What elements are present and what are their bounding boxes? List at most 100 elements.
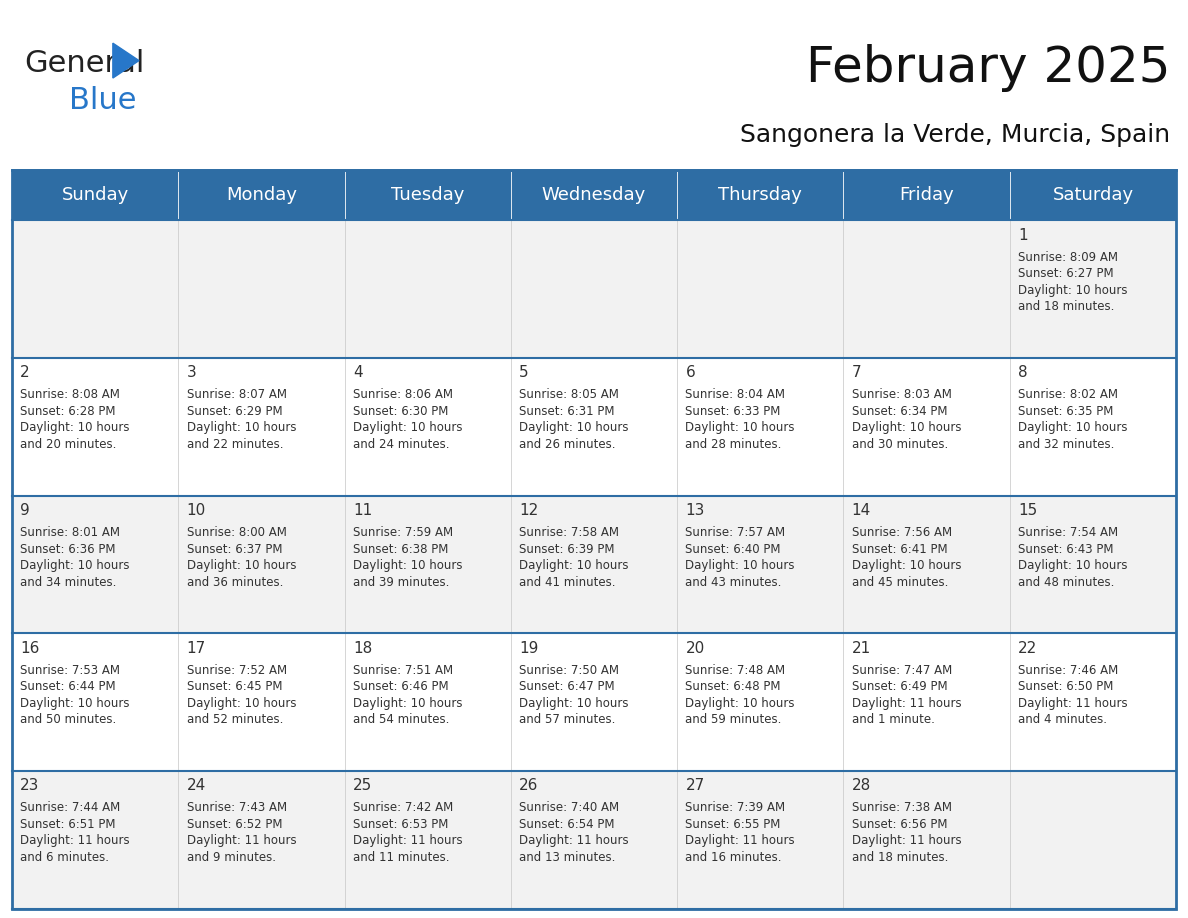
Text: Sunrise: 8:00 AM: Sunrise: 8:00 AM [187,526,286,539]
FancyBboxPatch shape [1010,358,1176,496]
Text: and 28 minutes.: and 28 minutes. [685,438,782,451]
Text: and 16 minutes.: and 16 minutes. [685,851,782,864]
Text: and 52 minutes.: and 52 minutes. [187,713,283,726]
FancyBboxPatch shape [12,220,178,358]
Text: Sunset: 6:47 PM: Sunset: 6:47 PM [519,680,614,693]
Text: and 9 minutes.: and 9 minutes. [187,851,276,864]
FancyBboxPatch shape [843,358,1010,496]
FancyBboxPatch shape [178,358,345,496]
Text: and 22 minutes.: and 22 minutes. [187,438,283,451]
Text: Sunset: 6:35 PM: Sunset: 6:35 PM [1018,405,1113,418]
Text: Daylight: 10 hours: Daylight: 10 hours [685,559,795,572]
Text: Sunset: 6:41 PM: Sunset: 6:41 PM [852,543,947,555]
Text: Sunset: 6:27 PM: Sunset: 6:27 PM [1018,267,1113,280]
Text: 17: 17 [187,641,206,655]
Text: 23: 23 [20,778,39,793]
FancyBboxPatch shape [1010,633,1176,771]
Text: and 32 minutes.: and 32 minutes. [1018,438,1114,451]
Text: Sunset: 6:33 PM: Sunset: 6:33 PM [685,405,781,418]
Text: Sunset: 6:36 PM: Sunset: 6:36 PM [20,543,115,555]
Text: Daylight: 10 hours: Daylight: 10 hours [187,697,296,710]
FancyBboxPatch shape [345,771,511,909]
Text: 11: 11 [353,503,372,518]
Text: Sunset: 6:34 PM: Sunset: 6:34 PM [852,405,947,418]
FancyBboxPatch shape [178,633,345,771]
FancyBboxPatch shape [1010,220,1176,358]
Text: Daylight: 11 hours: Daylight: 11 hours [852,834,961,847]
Text: 10: 10 [187,503,206,518]
Text: Sunrise: 8:01 AM: Sunrise: 8:01 AM [20,526,120,539]
Text: Sunrise: 7:53 AM: Sunrise: 7:53 AM [20,664,120,677]
Text: Sunset: 6:51 PM: Sunset: 6:51 PM [20,818,115,831]
Polygon shape [113,43,139,78]
Text: Friday: Friday [899,186,954,204]
Text: and 54 minutes.: and 54 minutes. [353,713,449,726]
FancyBboxPatch shape [345,220,511,358]
Text: Sunset: 6:40 PM: Sunset: 6:40 PM [685,543,781,555]
FancyBboxPatch shape [345,496,511,633]
Text: 20: 20 [685,641,704,655]
Text: Saturday: Saturday [1053,186,1133,204]
Text: Daylight: 10 hours: Daylight: 10 hours [852,421,961,434]
Text: and 24 minutes.: and 24 minutes. [353,438,449,451]
Text: Sunrise: 7:44 AM: Sunrise: 7:44 AM [20,801,120,814]
Text: 5: 5 [519,365,529,380]
FancyBboxPatch shape [843,496,1010,633]
Text: and 50 minutes.: and 50 minutes. [20,713,116,726]
Text: Sunset: 6:38 PM: Sunset: 6:38 PM [353,543,448,555]
Text: Daylight: 11 hours: Daylight: 11 hours [519,834,628,847]
Text: Sunset: 6:28 PM: Sunset: 6:28 PM [20,405,115,418]
Text: Sunrise: 7:42 AM: Sunrise: 7:42 AM [353,801,453,814]
Text: and 13 minutes.: and 13 minutes. [519,851,615,864]
Text: 25: 25 [353,778,372,793]
Text: Sunrise: 7:48 AM: Sunrise: 7:48 AM [685,664,785,677]
Text: Sunrise: 7:43 AM: Sunrise: 7:43 AM [187,801,286,814]
FancyBboxPatch shape [677,220,843,358]
Text: and 20 minutes.: and 20 minutes. [20,438,116,451]
Text: Daylight: 10 hours: Daylight: 10 hours [685,421,795,434]
Text: Sunrise: 7:40 AM: Sunrise: 7:40 AM [519,801,619,814]
Text: Daylight: 10 hours: Daylight: 10 hours [519,421,628,434]
Text: and 43 minutes.: and 43 minutes. [685,576,782,588]
Text: and 4 minutes.: and 4 minutes. [1018,713,1107,726]
Text: Sangonera la Verde, Murcia, Spain: Sangonera la Verde, Murcia, Spain [740,123,1170,147]
Text: Daylight: 11 hours: Daylight: 11 hours [685,834,795,847]
FancyBboxPatch shape [12,170,178,220]
Text: Sunrise: 7:51 AM: Sunrise: 7:51 AM [353,664,453,677]
Text: Sunrise: 7:50 AM: Sunrise: 7:50 AM [519,664,619,677]
Text: 18: 18 [353,641,372,655]
FancyBboxPatch shape [843,633,1010,771]
FancyBboxPatch shape [345,633,511,771]
Text: Sunset: 6:56 PM: Sunset: 6:56 PM [852,818,947,831]
Text: 22: 22 [1018,641,1037,655]
Text: Daylight: 10 hours: Daylight: 10 hours [187,421,296,434]
Text: General: General [24,49,144,78]
Text: and 39 minutes.: and 39 minutes. [353,576,449,588]
Text: 2: 2 [20,365,30,380]
FancyBboxPatch shape [178,496,345,633]
Text: and 30 minutes.: and 30 minutes. [852,438,948,451]
FancyBboxPatch shape [1010,170,1176,220]
FancyBboxPatch shape [843,170,1010,220]
Text: Daylight: 10 hours: Daylight: 10 hours [20,421,129,434]
Text: Sunrise: 7:59 AM: Sunrise: 7:59 AM [353,526,453,539]
Text: Sunrise: 8:06 AM: Sunrise: 8:06 AM [353,388,453,401]
Text: Daylight: 11 hours: Daylight: 11 hours [20,834,129,847]
Text: Daylight: 10 hours: Daylight: 10 hours [20,559,129,572]
Text: Blue: Blue [69,85,137,115]
Text: 12: 12 [519,503,538,518]
Text: Daylight: 10 hours: Daylight: 10 hours [1018,284,1127,297]
Text: 28: 28 [852,778,871,793]
Text: Sunrise: 8:07 AM: Sunrise: 8:07 AM [187,388,286,401]
Text: Sunset: 6:31 PM: Sunset: 6:31 PM [519,405,614,418]
Text: Sunset: 6:44 PM: Sunset: 6:44 PM [20,680,115,693]
Text: Sunrise: 7:47 AM: Sunrise: 7:47 AM [852,664,952,677]
FancyBboxPatch shape [345,358,511,496]
FancyBboxPatch shape [12,496,178,633]
Text: Sunrise: 8:04 AM: Sunrise: 8:04 AM [685,388,785,401]
Text: and 36 minutes.: and 36 minutes. [187,576,283,588]
FancyBboxPatch shape [12,633,178,771]
Text: 4: 4 [353,365,362,380]
Text: 3: 3 [187,365,196,380]
FancyBboxPatch shape [345,170,511,220]
